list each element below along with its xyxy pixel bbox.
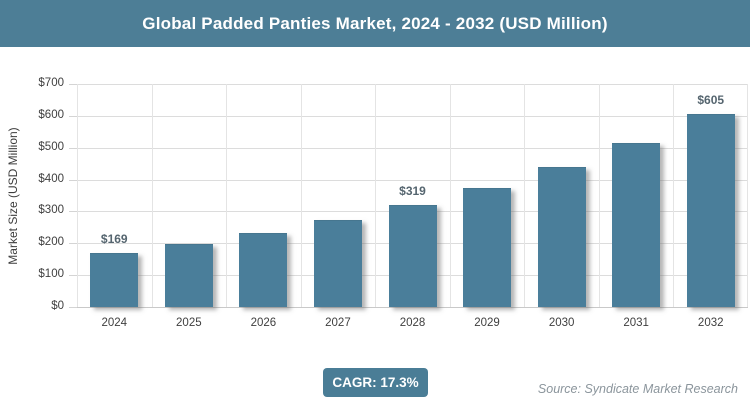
gridline-vertical <box>673 84 675 307</box>
y-axis-tick <box>69 115 77 117</box>
bar-2025 <box>164 243 213 307</box>
x-tick-label: 2025 <box>176 317 202 329</box>
bar-2024 <box>90 253 139 307</box>
gridline-vertical <box>77 84 78 307</box>
bar-2030 <box>537 166 586 307</box>
y-axis-tick <box>69 275 77 277</box>
bar-2027 <box>313 220 362 307</box>
gridline-vertical <box>375 84 377 307</box>
gridline-vertical <box>226 84 228 307</box>
gridline-horizontal <box>77 84 748 85</box>
source-attribution: Source: Syndicate Market Research <box>537 382 738 396</box>
y-tick-label: $300 <box>38 204 64 217</box>
y-tick-label: $500 <box>38 140 64 153</box>
gridline-vertical <box>524 84 526 307</box>
bar-2026 <box>239 233 288 307</box>
gridline-vertical <box>151 84 153 307</box>
x-tick-label: 2031 <box>623 317 649 329</box>
bar-2032 <box>686 114 735 307</box>
x-tick-label: 2029 <box>474 317 500 329</box>
chart-title-bar: Global Padded Panties Market, 2024 - 203… <box>0 0 750 47</box>
y-axis-tick <box>69 84 77 85</box>
y-axis-tick <box>69 147 77 149</box>
bar-value-label: $605 <box>697 93 725 108</box>
y-tick-label: $400 <box>38 172 64 185</box>
cagr-label: CAGR: 17.3% <box>332 375 419 390</box>
gridline-vertical <box>747 84 748 307</box>
x-tick-label: 2028 <box>399 317 426 329</box>
x-tick-label: 2030 <box>548 317 575 329</box>
y-tick-label: $200 <box>38 236 64 249</box>
cagr-badge: CAGR: 17.3% <box>323 368 428 397</box>
bar-2029 <box>463 187 512 307</box>
gridline-horizontal <box>77 307 748 308</box>
bar-value-label: $319 <box>399 184 426 199</box>
y-tick-label: $700 <box>38 77 64 89</box>
gridline-vertical <box>449 84 451 307</box>
gridline-horizontal <box>77 179 748 181</box>
y-axis-tick <box>69 307 77 308</box>
y-tick-label: $0 <box>51 300 64 312</box>
gridline-vertical <box>598 84 600 307</box>
y-axis-tick <box>69 243 77 245</box>
chart-title: Global Padded Panties Market, 2024 - 203… <box>142 13 608 33</box>
x-tick-label: 2027 <box>325 317 351 329</box>
y-axis-tick <box>69 211 77 213</box>
bar-value-label: $169 <box>100 232 128 247</box>
y-tick-label: $100 <box>38 268 64 281</box>
gridline-vertical <box>300 84 302 307</box>
bar-chart: Market Size (USD Million) $169 $319 $605 $… <box>0 47 750 347</box>
plot-area: $169 $319 $605 <box>77 84 748 308</box>
bar-2031 <box>612 142 661 307</box>
gridline-horizontal <box>77 115 748 117</box>
y-axis-tick <box>69 179 77 181</box>
gridline-horizontal <box>77 147 748 149</box>
x-tick-label: 2032 <box>697 317 724 329</box>
bar-2028 <box>388 205 437 307</box>
y-axis-title: Market Size (USD Million) <box>6 127 20 265</box>
x-tick-label: 2026 <box>250 317 277 329</box>
x-tick-label: 2024 <box>101 317 128 329</box>
y-tick-label: $600 <box>38 108 64 121</box>
